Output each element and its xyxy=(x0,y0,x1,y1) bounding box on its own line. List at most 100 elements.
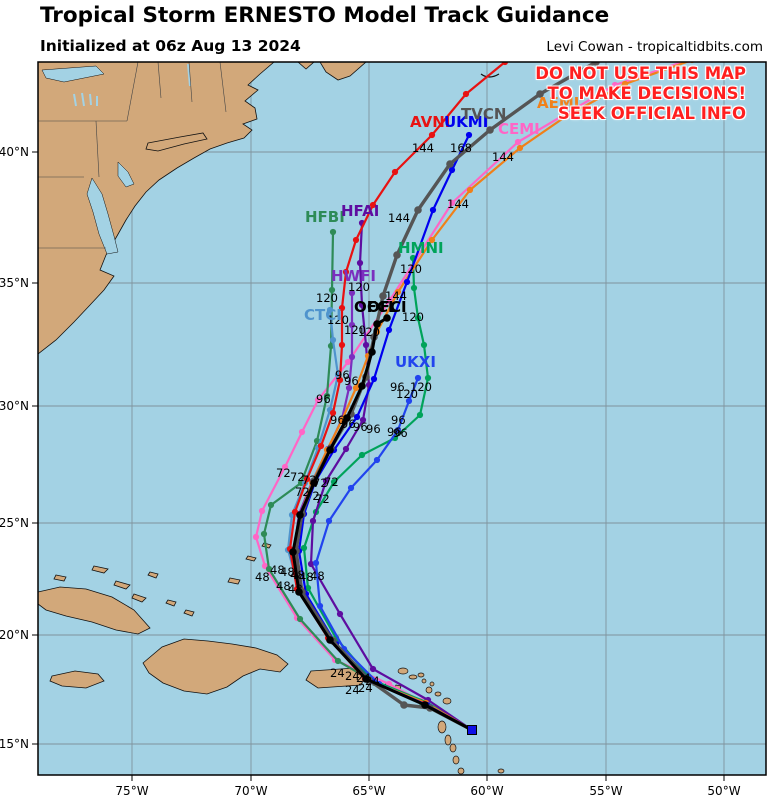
island xyxy=(434,691,442,697)
track-dot-HMNI xyxy=(410,284,418,292)
track-dot-AVNI xyxy=(501,62,509,66)
lake xyxy=(117,161,135,188)
track-dot-AVNI xyxy=(428,131,436,139)
lake xyxy=(41,65,105,83)
track-dot-UKXI xyxy=(373,456,381,464)
track-dot-OFCL xyxy=(358,382,366,390)
x-axis-label: 50°W xyxy=(707,784,740,798)
track-dot-CEMI xyxy=(386,296,394,304)
island xyxy=(442,697,452,705)
track-dot-OFCL xyxy=(383,314,391,322)
state-border xyxy=(126,62,139,122)
track-dot-CEMI xyxy=(514,138,522,146)
x-axis-label: 60°W xyxy=(470,784,503,798)
hour-label: 48 xyxy=(270,563,285,577)
track-dot-UKXI xyxy=(414,374,422,382)
hour-label: 72 xyxy=(302,473,317,487)
hour-label: 120 xyxy=(402,310,424,324)
track-dot-AEMI xyxy=(621,80,629,88)
hour-label: 96 xyxy=(335,368,350,382)
landmass xyxy=(297,62,315,70)
model-label-AEMI: AEMI xyxy=(537,94,579,112)
track-dot-AVNI xyxy=(352,236,360,244)
state-border xyxy=(188,62,193,103)
island xyxy=(457,767,465,775)
x-axis-label: 55°W xyxy=(589,784,622,798)
hour-label: 144 xyxy=(492,150,514,164)
y-axis-label: 30°N xyxy=(0,399,29,413)
hour-label: 24 xyxy=(345,669,360,683)
landmass xyxy=(183,609,195,617)
track-dot-HFAI xyxy=(359,416,367,424)
hour-label: 72 xyxy=(313,476,328,490)
hour-label: 72 xyxy=(276,466,291,480)
track-dot-AVNI xyxy=(336,376,344,384)
model-label-HWFI: HWFI xyxy=(331,267,376,285)
island xyxy=(408,674,418,680)
track-dot-HFBI xyxy=(313,437,321,445)
hour-label: 120 xyxy=(327,313,349,327)
landmass xyxy=(145,132,208,152)
lake xyxy=(187,63,191,87)
track-dot-OFCL xyxy=(368,348,376,356)
landmass xyxy=(245,555,257,562)
hour-label: 48 xyxy=(290,568,305,582)
hour-label: 96 xyxy=(341,417,356,431)
hour-label: 120 xyxy=(400,262,422,276)
island xyxy=(444,734,452,746)
state-border xyxy=(219,62,227,113)
track-dot-AEMI xyxy=(466,186,474,194)
hour-label: 96 xyxy=(353,420,368,434)
hour-label: 72 xyxy=(295,485,310,499)
state-border xyxy=(157,62,162,99)
track-dot-CTCI xyxy=(329,336,337,344)
track-dot-HFAI xyxy=(356,259,364,267)
model-label-TVCN: TVCN xyxy=(461,105,506,123)
hour-label: 144 xyxy=(385,289,407,303)
lake xyxy=(73,93,77,107)
hour-label: 96 xyxy=(344,374,359,388)
track-dot-HFAI xyxy=(358,301,366,309)
warning-line-1: DO NOT USE THIS MAP xyxy=(535,64,746,83)
hour-label: 72 xyxy=(315,492,330,506)
island xyxy=(429,681,435,687)
track-dot-UKMI xyxy=(465,131,473,139)
model-label-OFCI: OFCI xyxy=(367,298,407,316)
landmass xyxy=(165,599,177,607)
track-dot-AEMI xyxy=(428,236,436,244)
storm-start-marker xyxy=(467,725,477,735)
track-dot-AEMI xyxy=(394,288,402,296)
lake xyxy=(81,92,85,107)
hour-label: 168 xyxy=(450,141,472,155)
track-dot-UKXI xyxy=(325,517,333,525)
track-dot-AEMI xyxy=(352,384,360,392)
track-dot-HFAI xyxy=(336,610,344,618)
y-axis-label: 35°N xyxy=(0,276,29,290)
landmass xyxy=(142,638,289,695)
hour-label: 96 xyxy=(316,392,331,406)
hour-label: 96 xyxy=(390,380,405,394)
track-dot-UKMI xyxy=(448,166,456,174)
track-dot-CEMI xyxy=(314,396,322,404)
track-dot-OFCL xyxy=(326,446,334,454)
track-dot-OFCL xyxy=(421,701,429,709)
landmass xyxy=(113,580,131,590)
hour-label: 144 xyxy=(412,141,434,155)
hour-label: 96 xyxy=(387,425,402,439)
hour-label: 48 xyxy=(310,569,325,583)
track-dot-HFBI xyxy=(328,286,336,294)
track-dot-UKXI xyxy=(347,484,355,492)
track-dot-TVCN xyxy=(446,160,454,168)
track-dot-UKXI xyxy=(405,397,413,405)
hour-label: 72 xyxy=(305,489,320,503)
hour-label: 96 xyxy=(391,413,406,427)
track-dot-HMNI xyxy=(358,451,366,459)
track-dot-AVNI xyxy=(342,268,350,276)
model-label-UKMI: UKMI xyxy=(444,113,488,131)
warning-line-3: SEEK OFFICIAL INFO xyxy=(557,104,746,123)
track-dot-OFCL xyxy=(310,479,318,487)
island xyxy=(417,672,425,678)
track-dot-OFCL xyxy=(373,320,381,328)
track-dot-HMNI xyxy=(414,314,422,322)
